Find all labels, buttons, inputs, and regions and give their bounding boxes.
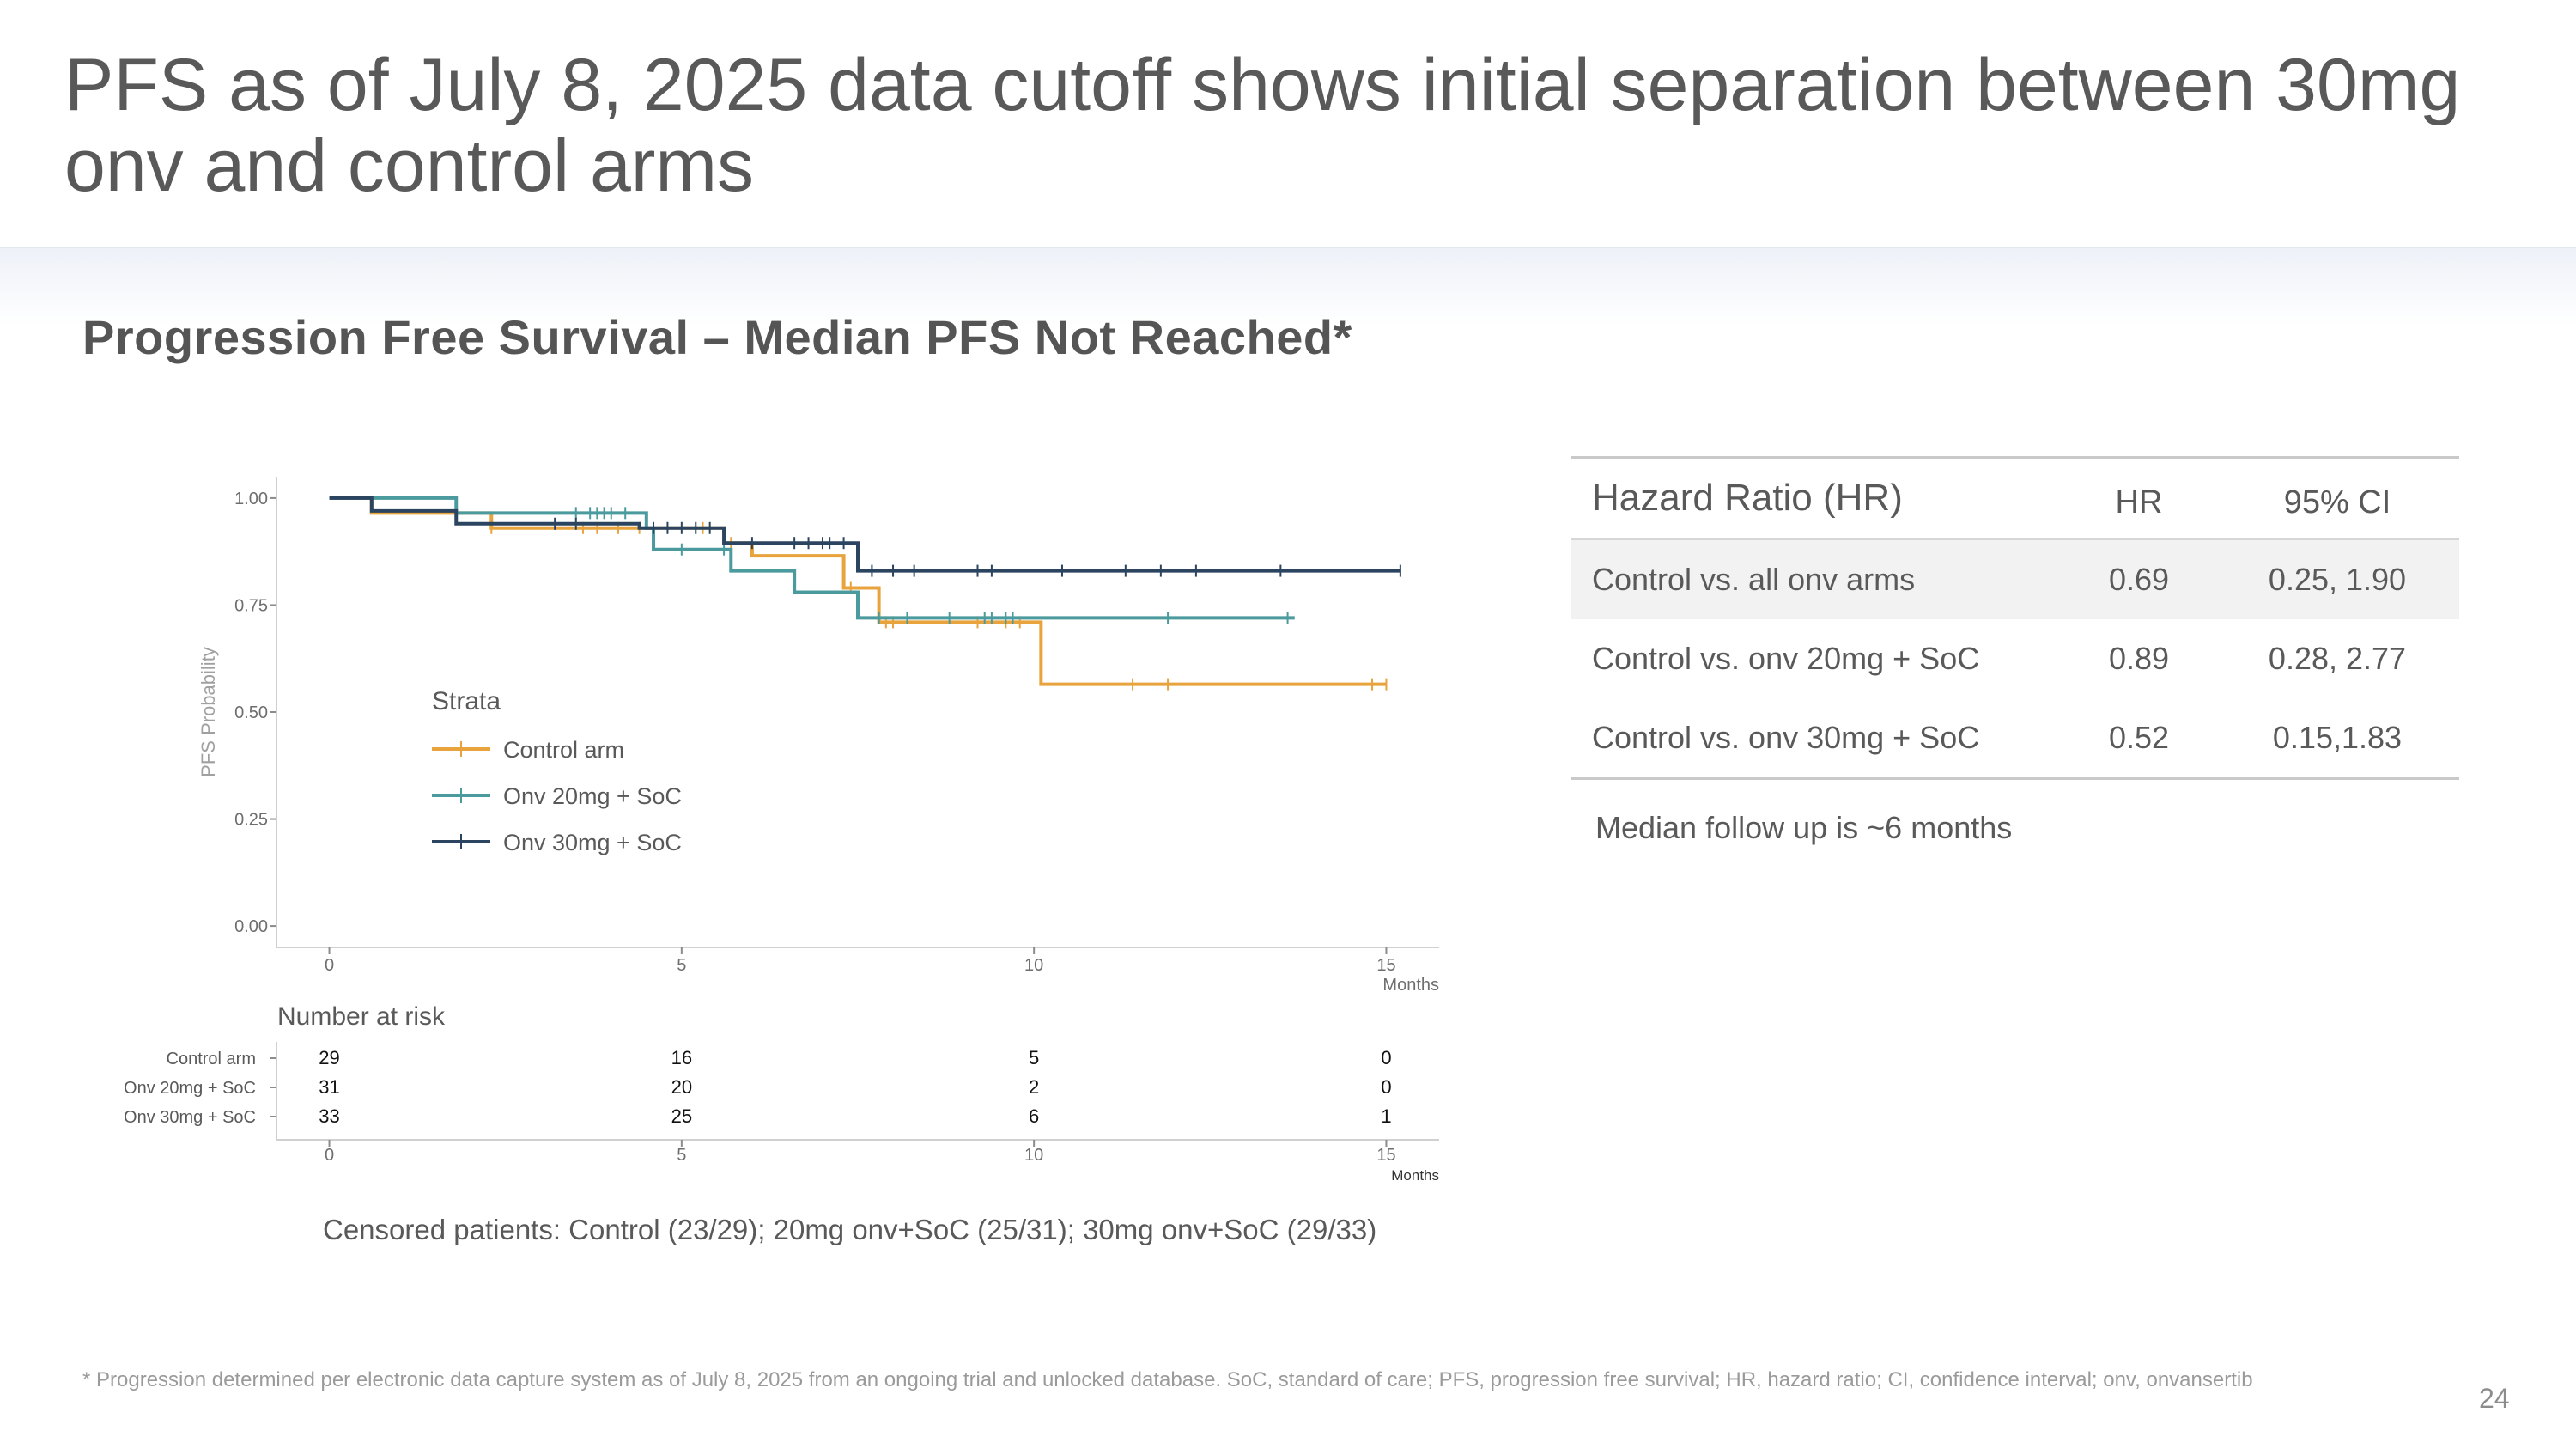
risk-count: 1 [1381,1105,1391,1127]
risk-count: 20 [671,1076,692,1098]
header-hr: HR [2115,484,2163,521]
header-divider-band [0,247,2576,326]
followup-note: Median follow up is ~6 months [1595,810,2013,845]
risk-count: 25 [671,1105,692,1127]
y-tick-label: 0.00 [234,917,268,936]
page-number: 24 [2479,1383,2510,1414]
risk-table-title: Number at risk [277,1002,446,1031]
x-tick-label: 15 [1376,956,1395,975]
risk-count: 33 [319,1105,339,1127]
row-hr: 0.52 [2108,720,2170,755]
row-ci: 0.15,1.83 [2272,720,2403,755]
km-curve-1 [329,496,1387,686]
chart-subtitle: Progression Free Survival – Median PFS N… [82,310,1352,364]
y-tick-label: 0.25 [234,811,268,830]
risk-count: 6 [1029,1105,1039,1127]
legend-label: Onv 30mg + SoC [503,830,682,855]
row-label: Control vs. onv 20mg + SoC [1592,641,1980,676]
x-tick-label: 5 [677,956,686,975]
y-tick-label: 0.75 [234,596,268,615]
row-label: Control vs. onv 30mg + SoC [1592,720,1980,755]
table-row: Control vs. onv 30mg + SoC 0.52 0.15,1.8… [1571,698,2459,780]
risk-x-tick-label: 0 [325,1146,334,1165]
risk-x-tick-label: 5 [677,1146,686,1165]
risk-count: 2 [1029,1076,1039,1098]
slide-title: PFS as of July 8, 2025 data cutoff shows… [64,44,2461,207]
row-ci: 0.28, 2.77 [2268,641,2407,676]
km-curve-3 [329,496,1400,573]
km-curve-2 [329,496,1295,620]
table-row: Control vs. all onv arms 0.69 0.25, 1.90 [1571,540,2459,619]
legend-label: Control arm [503,737,624,763]
table-top-rule [1571,456,2459,459]
x-tick-label: 0 [325,956,334,975]
table-header-row: Hazard Ratio (HR) HR 95% CI [1571,459,2459,540]
risk-x-tick-label: 15 [1376,1146,1395,1165]
header-hazard-ratio: Hazard Ratio (HR) [1592,477,1903,519]
censored-note: Censored patients: Control (23/29); 20mg… [323,1214,1377,1245]
legend-label: Onv 20mg + SoC [503,783,682,809]
header-ci: 95% CI [2283,484,2391,521]
y-axis-label: PFS Probability [197,647,219,777]
risk-count: 0 [1381,1047,1391,1068]
y-tick-label: 0.50 [234,703,268,722]
table-row: Control vs. onv 20mg + SoC 0.89 0.28, 2.… [1571,619,2459,698]
row-hr: 0.69 [2108,562,2170,597]
row-hr: 0.89 [2108,641,2170,676]
row-ci: 0.25, 1.90 [2268,562,2407,597]
hazard-ratio-table: Hazard Ratio (HR) HR 95% CI Control vs. … [1571,456,2459,780]
row-label: Control vs. all onv arms [1592,562,1916,597]
risk-row-label: Onv 30mg + SoC [124,1108,256,1127]
risk-count: 16 [671,1047,692,1068]
risk-x-tick-label: 10 [1024,1146,1043,1165]
legend-title: Strata [432,687,501,715]
risk-row-label: Control arm [167,1050,256,1068]
risk-count: 29 [319,1047,339,1068]
risk-count: 5 [1029,1047,1039,1068]
risk-x-axis-label: Months [1391,1167,1439,1184]
risk-row-label: Onv 20mg + SoC [124,1079,256,1098]
y-tick-label: 1.00 [234,490,268,508]
risk-count: 0 [1381,1076,1391,1098]
x-tick-label: 10 [1024,956,1043,975]
x-axis-label: Months [1382,976,1439,995]
risk-count: 31 [319,1076,339,1098]
footnote: * Progression determined per electronic … [82,1368,2253,1391]
